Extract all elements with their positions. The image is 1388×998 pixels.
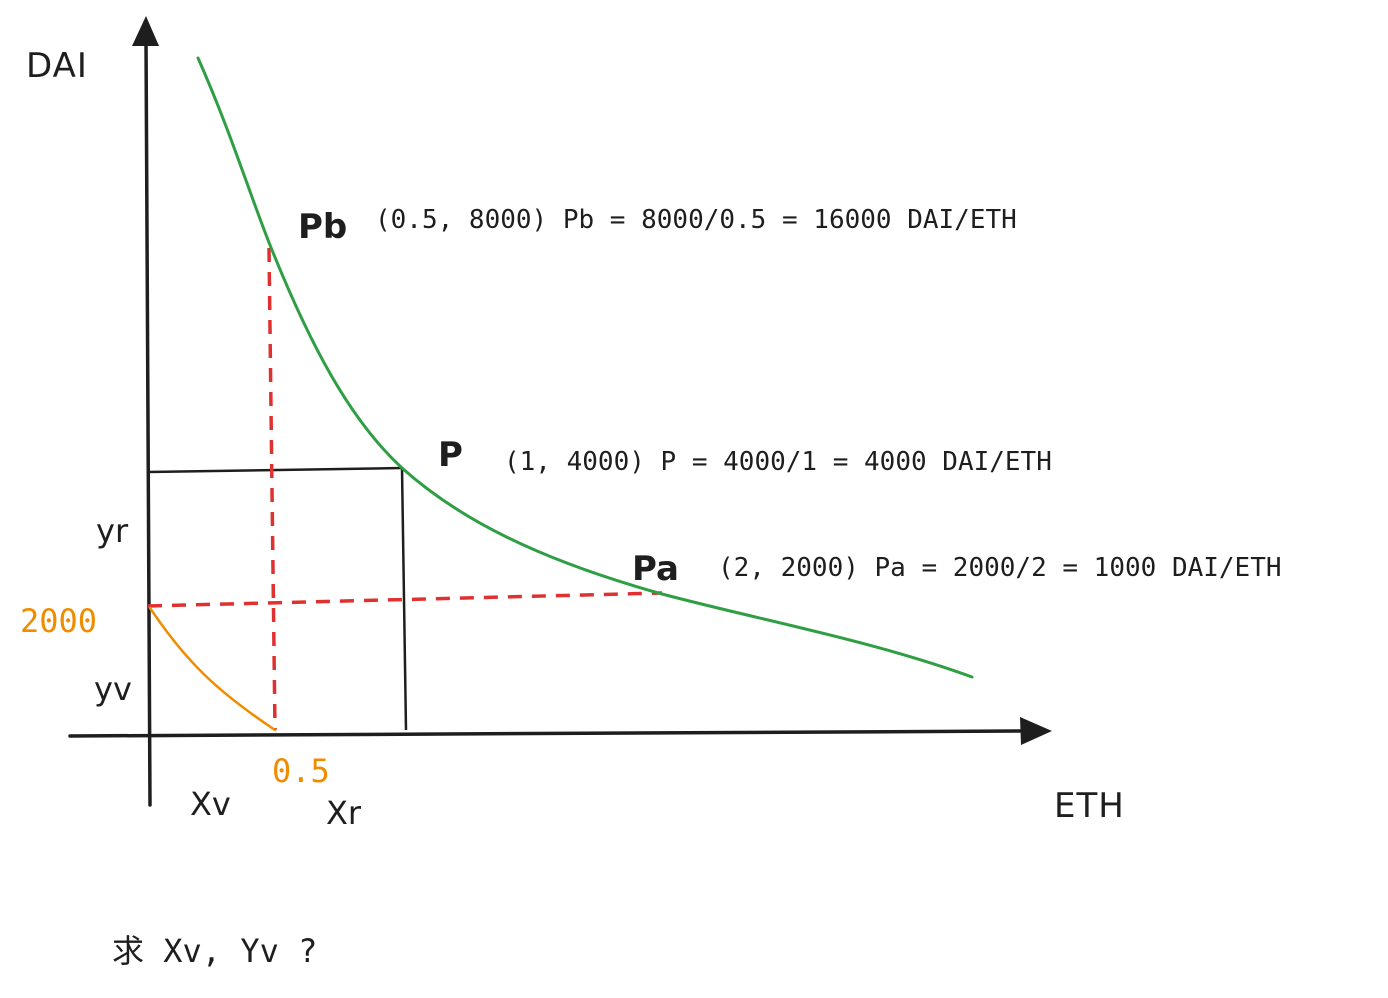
y-axis-label: DAI: [26, 46, 88, 86]
xr-label: Xr: [326, 794, 362, 832]
y-axis-arrowhead: [132, 16, 159, 46]
p-horizontal-line: [147, 466, 403, 474]
x-axis: [68, 729, 1027, 738]
liquidity-curve: [196, 56, 974, 679]
x-value-0-5: 0.5: [272, 752, 330, 790]
yv-label: yv: [94, 670, 132, 708]
pa-dashed-line: [147, 591, 663, 608]
pb-dashed-line: [267, 247, 277, 731]
pa-note: (2, 2000) Pa = 2000/2 = 1000 DAI/ETH: [718, 553, 1282, 583]
pb-label: Pb: [298, 207, 347, 247]
x-axis-arrowhead: [1020, 717, 1052, 745]
p-label: P: [438, 435, 463, 475]
xv-label: Xv: [190, 785, 231, 823]
virtual-curve: [148, 606, 277, 732]
pa-label: Pa: [632, 549, 679, 589]
y-value-2000: 2000: [20, 602, 97, 640]
y-axis: [144, 38, 152, 807]
yr-label: yr: [96, 512, 129, 550]
x-axis-label: ETH: [1054, 786, 1125, 826]
p-vertical-line: [400, 467, 408, 731]
pb-note: (0.5, 8000) Pb = 8000/0.5 = 16000 DAI/ET…: [375, 205, 1017, 235]
p-note: (1, 4000) P = 4000/1 = 4000 DAI/ETH: [504, 447, 1052, 477]
question-text: 求 Xv, Yv ?: [112, 932, 317, 970]
